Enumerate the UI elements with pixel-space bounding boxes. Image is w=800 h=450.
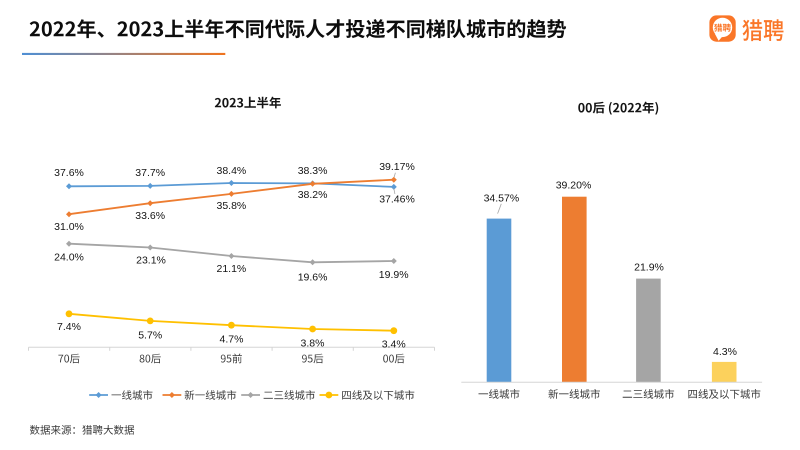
svg-text:3.4%: 3.4% [382,339,406,351]
svg-text:35.8%: 35.8% [217,200,247,212]
svg-text:38.2%: 38.2% [298,189,328,201]
svg-text:24.0%: 24.0% [54,251,84,263]
svg-text:34.57%: 34.57% [484,193,520,205]
svg-text:38.3%: 38.3% [298,165,328,177]
svg-text:37.7%: 37.7% [135,167,165,179]
svg-text:21.9%: 21.9% [634,262,664,274]
svg-text:23.1%: 23.1% [136,255,166,267]
svg-text:19.6%: 19.6% [298,272,328,284]
svg-text:5.7%: 5.7% [138,329,162,341]
svg-text:31.0%: 31.0% [54,221,84,233]
svg-text:39.17%: 39.17% [379,161,415,173]
svg-text:19.9%: 19.9% [379,269,409,281]
svg-text:37.6%: 37.6% [54,167,84,179]
svg-text:33.6%: 33.6% [135,210,165,222]
svg-text:21.1%: 21.1% [217,263,247,275]
svg-text:39.20%: 39.20% [556,180,592,192]
svg-text:3.8%: 3.8% [301,338,325,350]
svg-text:4.7%: 4.7% [220,334,244,346]
svg-text:37.46%: 37.46% [379,194,415,206]
svg-text:38.4%: 38.4% [217,165,247,177]
svg-text:4.3%: 4.3% [713,346,737,358]
svg-text:7.4%: 7.4% [57,321,81,333]
